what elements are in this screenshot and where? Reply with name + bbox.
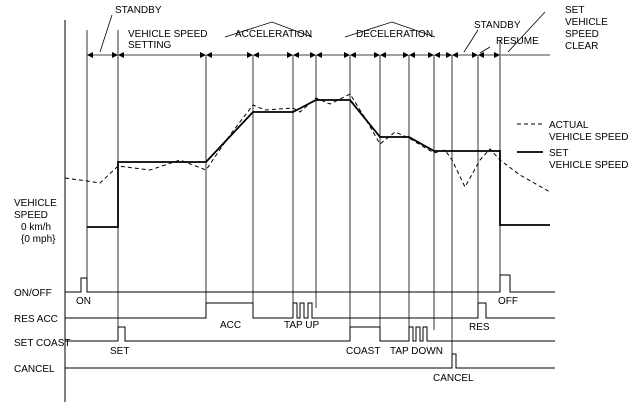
legend: ACTUAL VEHICLE SPEED SET VEHICLE SPEED <box>517 120 628 171</box>
phase-label-clear-4: CLEAR <box>565 41 598 52</box>
set-vehicle-speed-line <box>87 99 550 228</box>
phase-label-speed-setting-2: SETTING <box>128 40 172 51</box>
phase-label-clear-3: SPEED <box>565 29 599 40</box>
legend-actual-label: ACTUAL <box>549 120 589 131</box>
event-label-off: OFF <box>498 296 518 307</box>
speed-axis-label: VEHICLE <box>14 198 57 209</box>
speed-axis-zero: 0 km/h <box>21 222 51 233</box>
speed-axis-label-2: SPEED <box>14 210 48 221</box>
phase-label-speed-setting: VEHICLE SPEED <box>128 29 207 40</box>
event-label-acc: ACC <box>220 320 241 331</box>
signal-label-cancel: CANCEL <box>14 364 55 375</box>
event-label-cancel: CANCEL <box>433 373 474 384</box>
legend-set-label: SET <box>549 148 568 159</box>
phase-label-leaders <box>99 11 546 54</box>
signal-res-acc-trace <box>65 302 555 319</box>
actual-vehicle-speed-line <box>64 93 551 193</box>
signal-label-res-acc: RES ACC <box>14 314 58 325</box>
event-label-res: RES <box>469 322 490 333</box>
phase-label-standby: STANDBY <box>115 5 162 16</box>
phase-label-acceleration: ACCELERATION <box>235 29 312 40</box>
event-label-set: SET <box>110 346 129 357</box>
legend-set-label-2: VEHICLE SPEED <box>549 160 628 171</box>
legend-actual-label-2: VEHICLE SPEED <box>549 132 628 143</box>
signal-label-set-coast: SET COAST <box>14 338 71 349</box>
phase-label-standby-2: STANDBY <box>474 20 521 31</box>
signal-set-coast-trace <box>65 326 555 342</box>
signal-on-off-trace <box>65 274 555 293</box>
signal-cancel-trace <box>65 353 555 369</box>
phase-label-resume: RESUME <box>496 36 539 47</box>
event-label-on: ON <box>76 296 91 307</box>
event-label-tap-up: TAP UP <box>284 320 320 331</box>
speed-axis-zero-mph: {0 mph} <box>21 234 56 245</box>
event-label-coast: COAST <box>346 346 380 357</box>
phase-label-clear-2: VEHICLE <box>565 17 608 28</box>
phase-label-deceleration: DECELERATION <box>356 29 433 40</box>
signal-label-on-off: ON/OFF <box>14 288 52 299</box>
event-label-tap-down: TAP DOWN <box>390 346 443 357</box>
phase-label-clear-1: SET <box>565 5 584 16</box>
